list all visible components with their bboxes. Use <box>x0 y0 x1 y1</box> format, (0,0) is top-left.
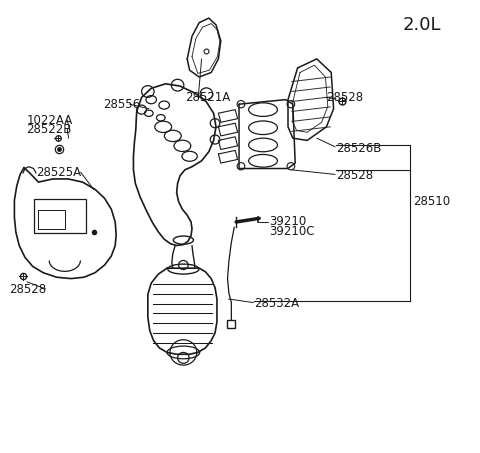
Text: 28528: 28528 <box>336 169 373 182</box>
Text: 2.0L: 2.0L <box>403 16 442 34</box>
Text: 28526B: 28526B <box>336 142 382 155</box>
Text: 28532A: 28532A <box>254 297 300 310</box>
Text: 28528: 28528 <box>10 284 47 296</box>
Text: 28521A: 28521A <box>185 91 230 104</box>
Text: 28525A: 28525A <box>36 166 81 178</box>
Text: 1022AA: 1022AA <box>26 114 72 126</box>
Text: 28556: 28556 <box>103 98 140 111</box>
Text: 39210: 39210 <box>269 216 306 228</box>
Text: 28510: 28510 <box>413 195 450 208</box>
Text: 39210C: 39210C <box>269 225 314 237</box>
Text: 28522B: 28522B <box>26 123 72 135</box>
Text: 28528: 28528 <box>326 91 363 104</box>
